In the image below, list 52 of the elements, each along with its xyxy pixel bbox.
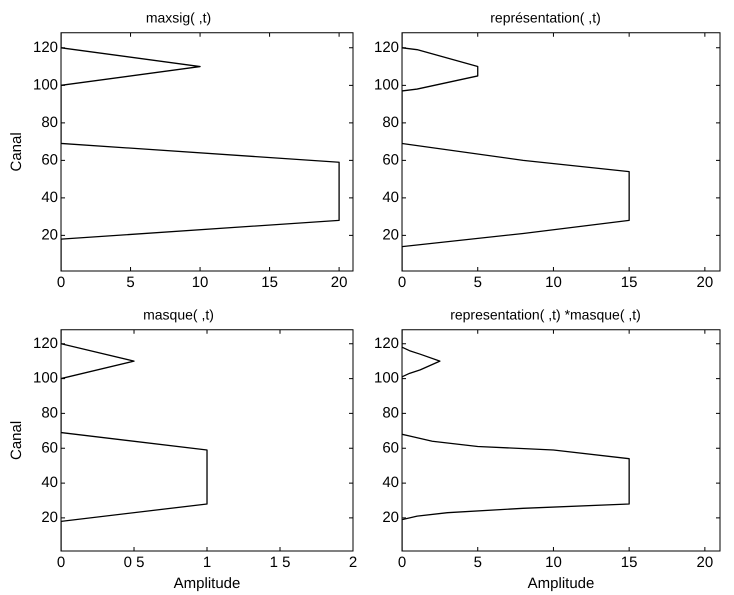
x-tick-label: 15 (261, 274, 278, 292)
x-axis-title: Amplitude (174, 575, 240, 592)
x-tick-label: 20 (696, 554, 714, 572)
y-tick-label: 120 (374, 38, 400, 56)
y-tick-label: 100 (374, 370, 400, 387)
x-tick-label: 5 (126, 274, 135, 292)
y-tick-label: 60 (382, 439, 400, 456)
y-tick-label: 20 (41, 509, 58, 526)
chart-title: masque( ,t) (143, 306, 214, 322)
y-tick-label: 100 (374, 76, 400, 94)
x-tick-label: 20 (330, 274, 348, 292)
x-tick-label: 10 (545, 554, 562, 572)
x-tick-label: 2 (348, 554, 358, 572)
y-tick-label: 60 (382, 151, 400, 168)
x-tick-label: 15 (620, 554, 638, 572)
x-tick-label: 0 (398, 554, 406, 572)
y-tick-label: 20 (382, 226, 400, 244)
x-axis-title: Amplitude (528, 575, 594, 592)
y-tick-label: 40 (41, 474, 58, 492)
y-tick-label: 20 (41, 226, 58, 244)
x-tick-label: 0 (56, 274, 66, 292)
x-tick-label: 20 (696, 274, 714, 292)
y-tick-label: 20 (382, 509, 400, 526)
x-tick-label: 5 (474, 274, 482, 292)
y-axis-title: Canal (8, 132, 26, 172)
y-tick-label: 120 (32, 38, 58, 56)
chart-title: représentation( ,t) (490, 9, 601, 26)
chart-title: representation( ,t) *masque( ,t) (450, 306, 641, 322)
y-tick-label: 40 (382, 474, 400, 492)
y-tick-label: 60 (41, 151, 58, 168)
x-tick-label: 15 (620, 274, 638, 292)
y-tick-label: 80 (41, 114, 58, 131)
y-tick-label: 120 (32, 334, 58, 352)
y-tick-label: 100 (32, 76, 58, 94)
x-tick-label: 1 (202, 554, 212, 572)
y-tick-label: 60 (41, 439, 58, 456)
x-tick-label: 1 5 (270, 554, 290, 572)
x-tick-label: 0 (56, 554, 66, 572)
y-tick-label: 80 (382, 114, 400, 131)
x-tick-label: 5 (474, 554, 482, 572)
x-tick-label: 10 (545, 274, 562, 292)
y-tick-label: 40 (382, 188, 400, 206)
y-tick-label: 40 (41, 188, 58, 206)
x-tick-label: 0 5 (124, 554, 144, 572)
x-tick-label: 10 (192, 274, 208, 292)
chart-title: maxsig( ,t) (146, 9, 212, 26)
y-tick-label: 120 (374, 334, 400, 352)
y-tick-label: 80 (41, 404, 58, 422)
y-tick-label: 80 (382, 404, 400, 422)
y-tick-label: 100 (32, 370, 58, 387)
x-tick-label: 0 (398, 274, 406, 292)
y-axis-title: Canal (8, 420, 26, 460)
